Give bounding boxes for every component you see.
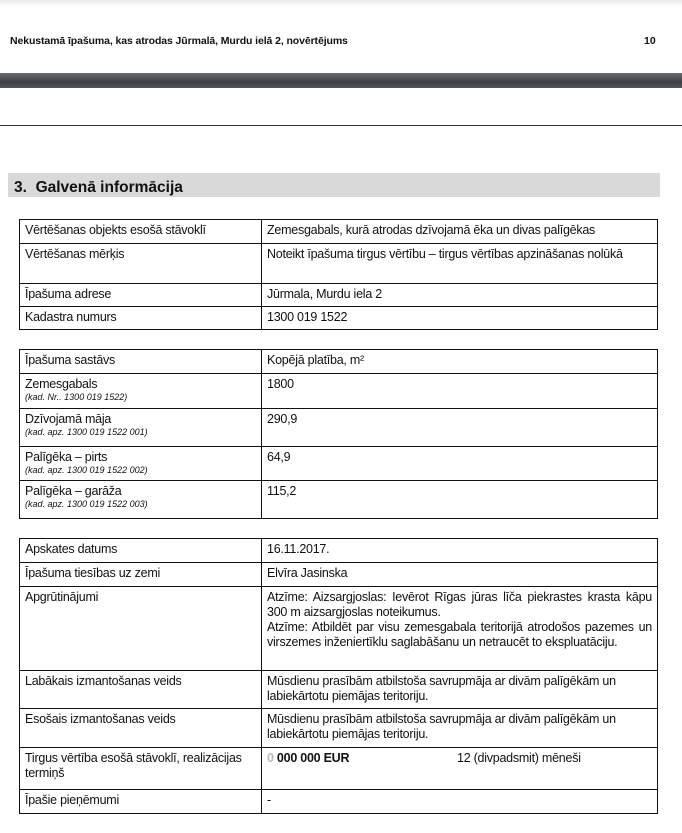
table-row: Īpašie pieņēmumi - — [19, 789, 658, 814]
cell-label: Īpašie pieņēmumi — [19, 789, 262, 814]
table-row: Tirgus vērtība esošā stāvoklī, realizāci… — [19, 747, 658, 790]
cell-label: Īpašuma adrese — [19, 283, 262, 307]
valuation-info-table: Apskates datums 16.11.2017. Īpašuma tiesī… — [19, 538, 658, 814]
object-info-table: Vērtēšanas objekts esošā stāvoklī Zemesga… — [19, 219, 658, 330]
running-header-title: Nekustamā īpašuma, kas atrodas Jūrmalā, … — [10, 35, 348, 47]
table-row: Apskates datums 16.11.2017. — [19, 538, 658, 563]
column-header: Kopējā platība, m² — [261, 349, 658, 374]
table-row: Dzīvojamā māja (kad. apz. 1300 019 1522 0… — [19, 408, 658, 447]
market-value-rest: 000 000 EUR — [273, 751, 350, 765]
cell-label: Tirgus vērtība esošā stāvoklī, realizāci… — [19, 747, 262, 790]
column-header: Īpašuma sastāvs — [19, 349, 262, 374]
table-row: Īpašuma tiesības uz zemi Elvīra Jasinska — [19, 562, 658, 587]
sale-term: 12 (divpadsmit) mēneši — [457, 751, 581, 765]
cell-label: Palīgēka – garāža (kad. apz. 1300 019 152… — [19, 480, 262, 519]
page-number: 10 — [644, 35, 656, 47]
table-row: Palīgēka – pirts (kad. apz. 1300 019 1522… — [19, 446, 658, 481]
item-name: Dzīvojamā māja — [25, 412, 112, 426]
note-1: Atzīme: Aizsargjoslas: Ievērot Rīgas jūr… — [267, 590, 652, 619]
cell-label: Kadastra numurs — [19, 306, 262, 330]
cell-label: Apskates datums — [19, 538, 262, 563]
table-header-row: Īpašuma sastāvs Kopējā platība, m² — [19, 349, 658, 374]
market-value: 0 000 000 EUR — [267, 751, 457, 766]
table-row: Vērtēšanas mērķis Noteikt īpašuma tirgus … — [19, 243, 658, 284]
table-row: Īpašuma adrese Jūrmala, Murdu iela 2 — [19, 283, 658, 307]
cell-label: Īpašuma tiesības uz zemi — [19, 562, 262, 587]
table-row: Labākais izmantošanas veids Mūsdienu pras… — [19, 670, 658, 709]
cell-value: Mūsdienu prasībām atbilstoša savrupmāja … — [261, 670, 658, 709]
cell-value: 290,9 — [261, 408, 658, 447]
note-2: Atzīme: Atbildēt par visu zemesgabala te… — [267, 620, 652, 649]
table-row: Esošais izmantošanas veids Mūsdienu prasī… — [19, 708, 658, 748]
tables-column: Vērtēšanas objekts esošā stāvoklī Zemesga… — [19, 219, 658, 833]
cadastral-ref: (kad. apz. 1300 019 1522 003) — [25, 499, 148, 509]
table-row: Zemesgabals (kad. Nr.. 1300 019 1522) 1800 — [19, 373, 658, 409]
cadastral-ref: (kad. apz. 1300 019 1522 001) — [25, 427, 148, 437]
composition-table: Īpašuma sastāvs Kopējā platība, m² Zemesg… — [19, 349, 658, 519]
cell-value: - — [261, 789, 658, 814]
header-bar — [0, 73, 682, 88]
page-shadow — [0, 0, 682, 6]
section-title: Galvenā informācija — [35, 179, 183, 196]
cell-label: Esošais izmantošanas veids — [19, 708, 262, 748]
cell-value: 64,9 — [261, 446, 658, 481]
cell-value: 1800 — [261, 373, 658, 409]
item-name: Zemesgabals — [25, 377, 98, 391]
cell-value: Mūsdienu prasībām atbilstoša savrupmāja … — [261, 708, 658, 748]
cell-value: 0 000 000 EUR 12 (divpadsmit) mēneši — [261, 747, 658, 790]
section-number: 3. — [14, 179, 27, 196]
cell-value: Elvīra Jasinska — [261, 562, 658, 587]
cell-value: 1300 019 1522 — [261, 306, 658, 330]
item-name: Palīgēka – pirts — [25, 450, 108, 464]
cadastral-ref: (kad. apz. 1300 019 1522 002) — [25, 465, 148, 475]
market-value-first-digit: 0 — [267, 751, 274, 765]
table-row: Kadastra numurs 1300 019 1522 — [19, 306, 658, 330]
cell-label: Vērtēšanas mērķis — [19, 243, 262, 284]
table-row: Palīgēka – garāža (kad. apz. 1300 019 152… — [19, 480, 658, 519]
cell-label: Dzīvojamā māja (kad. apz. 1300 019 1522 0… — [19, 408, 262, 447]
cell-label: Labākais izmantošanas veids — [19, 670, 262, 709]
cell-label: Vērtēšanas objekts esošā stāvoklī — [19, 219, 262, 244]
cell-value: Zemesgabals, kurā atrodas dzīvojamā ēka … — [261, 219, 658, 244]
table-row: Apgrūtinājumi Atzīme: Aizsargjoslas: Ievē… — [19, 586, 658, 671]
cell-value: 115,2 — [261, 480, 658, 519]
cell-value: Jūrmala, Murdu iela 2 — [261, 283, 658, 307]
cell-value: 16.11.2017. — [261, 538, 658, 563]
cell-label: Apgrūtinājumi — [19, 586, 262, 671]
cell-label: Palīgēka – pirts (kad. apz. 1300 019 1522… — [19, 446, 262, 481]
divider — [0, 125, 682, 126]
table-row: Vērtēšanas objekts esošā stāvoklī Zemesga… — [19, 219, 658, 244]
item-name: Palīgēka – garāža — [25, 484, 122, 498]
cell-value: Atzīme: Aizsargjoslas: Ievērot Rīgas jūr… — [261, 586, 658, 671]
cell-label: Zemesgabals (kad. Nr.. 1300 019 1522) — [19, 373, 262, 409]
section-heading: 3. Galvenā informācija — [8, 173, 660, 197]
cadastral-ref: (kad. Nr.. 1300 019 1522) — [25, 392, 128, 402]
cell-value: Noteikt īpašuma tirgus vērtību – tirgus … — [261, 243, 658, 284]
